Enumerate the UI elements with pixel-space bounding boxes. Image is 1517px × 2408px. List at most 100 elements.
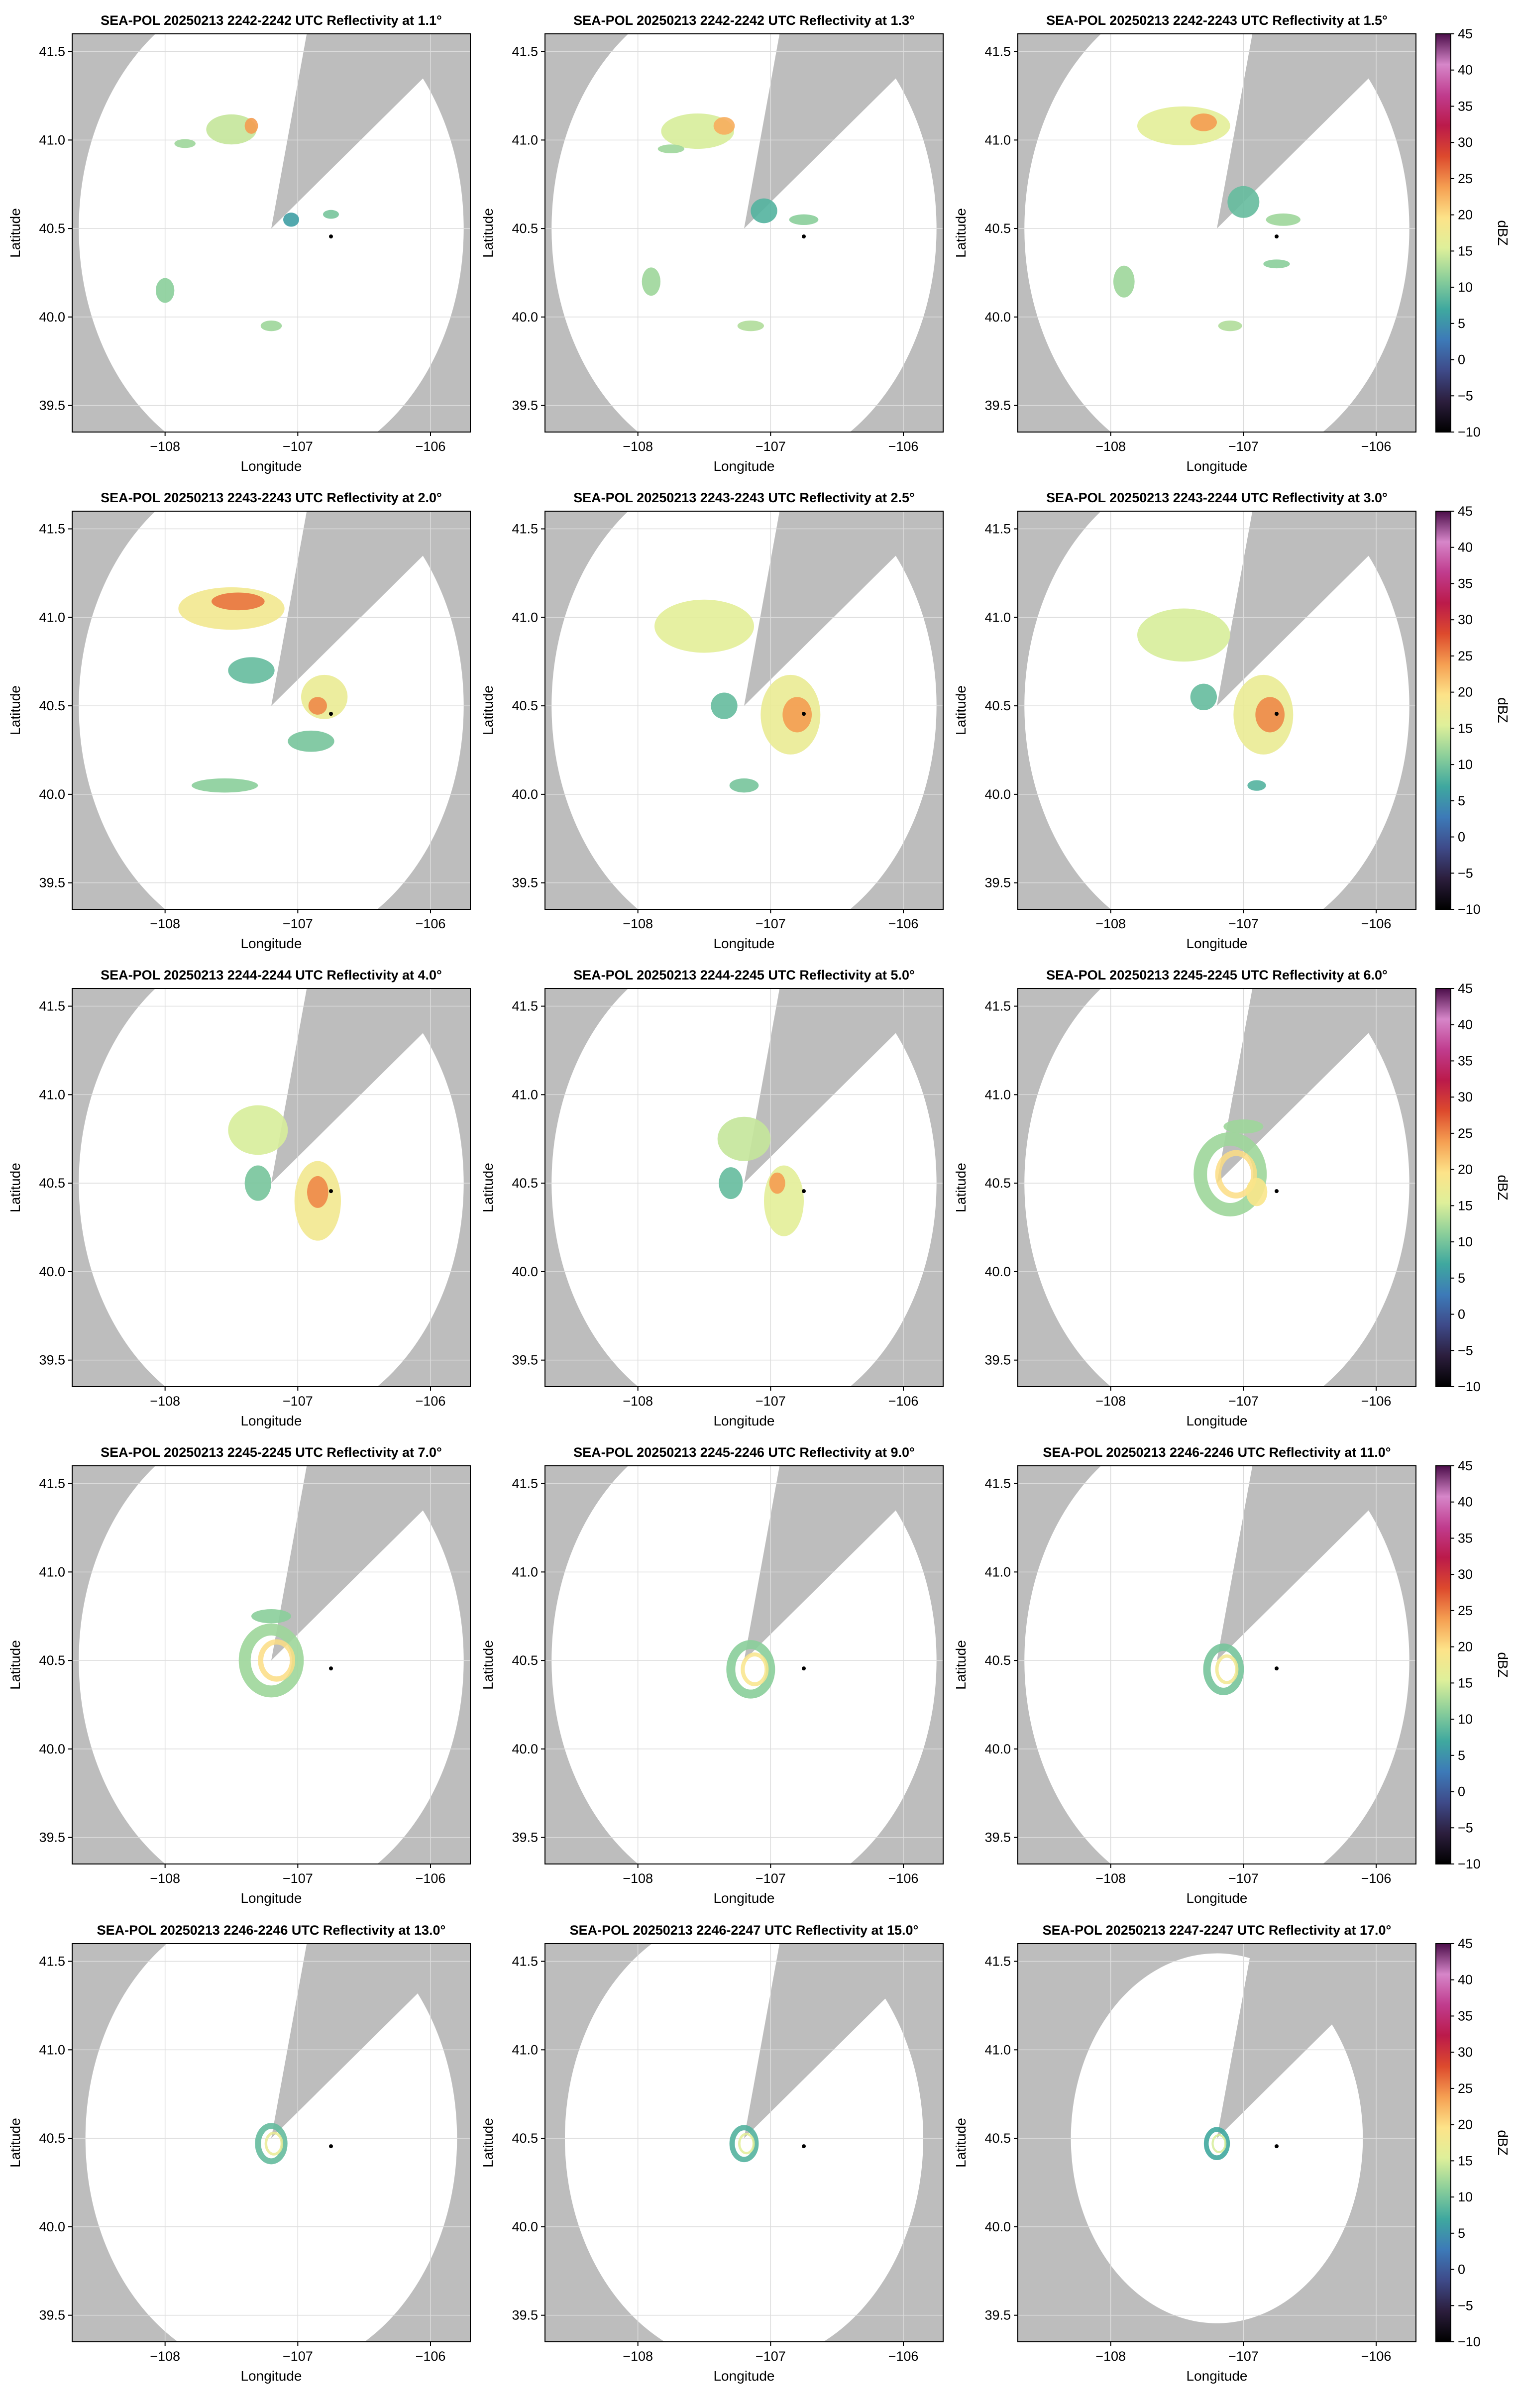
colorbar-tick-label: 45 bbox=[1458, 504, 1473, 519]
y-tick-label: 39.5 bbox=[512, 1353, 538, 1368]
colorbar-tick-label: 35 bbox=[1458, 1053, 1473, 1068]
radar-coverage-area bbox=[85, 1944, 457, 2342]
y-tick-label: 39.5 bbox=[39, 1353, 65, 1368]
x-tick-label: −106 bbox=[888, 916, 919, 931]
y-axis-label: Latitude bbox=[7, 1640, 23, 1690]
colorbar-2: −10 −5 0 5 10 15 20 25 30 35 40 45 dBZ bbox=[1435, 504, 1511, 917]
x-tick-label: −106 bbox=[416, 439, 446, 454]
radar-coverage-area bbox=[1024, 34, 1409, 432]
x-tick-label: −107 bbox=[756, 2349, 786, 2364]
panel-title: SEA-POL 20250213 2243-2244 UTC Reflectiv… bbox=[1046, 490, 1388, 505]
echo-4 bbox=[711, 692, 738, 719]
y-tick-label: 39.5 bbox=[512, 876, 538, 890]
colorbar-tick-label: 45 bbox=[1458, 981, 1473, 996]
y-tick-label: 41.5 bbox=[984, 1954, 1011, 1969]
echo-1 bbox=[1193, 1132, 1267, 1216]
echo-3 bbox=[228, 657, 275, 684]
site-marker bbox=[802, 1189, 806, 1194]
x-tick-label: −108 bbox=[623, 1394, 653, 1409]
colorbar-tick-label: 15 bbox=[1458, 2153, 1473, 2168]
panel-title: SEA-POL 20250213 2246-2246 UTC Reflectiv… bbox=[97, 1923, 446, 1938]
y-tick-label: 41.5 bbox=[984, 999, 1011, 1014]
echo-1 bbox=[238, 1623, 304, 1698]
y-tick-label: 41.0 bbox=[512, 1087, 538, 1102]
radar-coverage-area bbox=[1024, 988, 1409, 1387]
echo-core-1 bbox=[738, 2133, 755, 2155]
x-tick-label: −106 bbox=[888, 1394, 919, 1409]
site-marker bbox=[802, 2144, 806, 2149]
x-tick-label: −107 bbox=[1228, 2349, 1259, 2364]
y-tick-label: 40.5 bbox=[39, 2131, 65, 2146]
x-tick-label: −107 bbox=[283, 1394, 313, 1409]
echo-3 bbox=[1223, 1119, 1264, 1134]
panel-title: SEA-POL 20250213 2246-2246 UTC Reflectiv… bbox=[1043, 1445, 1391, 1460]
x-axis-label: Longitude bbox=[1186, 1413, 1247, 1428]
y-tick-label: 41.5 bbox=[512, 999, 538, 1014]
x-axis-label: Longitude bbox=[240, 2368, 302, 2384]
x-tick-label: −108 bbox=[623, 916, 653, 931]
y-tick-label: 39.5 bbox=[512, 2308, 538, 2323]
site-marker bbox=[329, 1189, 333, 1194]
echo-1 bbox=[1203, 2127, 1230, 2161]
echo-1 bbox=[228, 1105, 288, 1155]
colorbar-tick-label: 15 bbox=[1458, 243, 1473, 258]
echo-3 bbox=[769, 1172, 785, 1194]
panel-title: SEA-POL 20250213 2245-2245 UTC Reflectiv… bbox=[1046, 968, 1388, 983]
x-tick-label: −107 bbox=[1228, 1394, 1259, 1409]
radar-panel-14: −108 −107 −106 39.5 40.0 40.5 41.0 41.5 Longitud… bbox=[480, 1923, 944, 2384]
y-tick-label: 41.0 bbox=[39, 1087, 65, 1102]
colorbar-scale bbox=[1435, 1943, 1451, 2342]
y-axis-label: Latitude bbox=[480, 2118, 496, 2168]
y-tick-label: 40.5 bbox=[512, 698, 538, 713]
echo-5 bbox=[1247, 780, 1266, 791]
radar-panel-3: −108 −107 −106 39.5 40.0 40.5 41.0 41.5 Longitud… bbox=[953, 13, 1416, 474]
y-tick-label: 41.0 bbox=[39, 1564, 65, 1579]
y-tick-label: 40.0 bbox=[984, 1742, 1011, 1756]
x-axis-label: Longitude bbox=[240, 458, 302, 474]
y-axis-label: Latitude bbox=[480, 208, 496, 258]
echo-3 bbox=[782, 697, 812, 733]
x-tick-label: −106 bbox=[888, 1871, 919, 1886]
y-tick-label: 41.5 bbox=[39, 1476, 65, 1491]
y-tick-label: 40.0 bbox=[512, 1742, 538, 1756]
radar-panel-6: −108 −107 −106 39.5 40.0 40.5 41.0 41.5 Longitud… bbox=[953, 490, 1416, 951]
y-tick-label: 40.0 bbox=[512, 2219, 538, 2234]
radar-panel-12: −108 −107 −106 39.5 40.0 40.5 41.0 41.5 Longitud… bbox=[953, 1445, 1416, 1906]
echo-3 bbox=[657, 144, 685, 153]
x-tick-label: −106 bbox=[1361, 439, 1392, 454]
colorbar-tick-label: 10 bbox=[1458, 1234, 1473, 1249]
panel-title: SEA-POL 20250213 2242-2243 UTC Reflectiv… bbox=[1046, 13, 1388, 28]
panel-title: SEA-POL 20250213 2245-2245 UTC Reflectiv… bbox=[101, 1445, 442, 1460]
colorbar-tick-label: −5 bbox=[1458, 2298, 1473, 2313]
colorbar-tick-label: 20 bbox=[1458, 208, 1473, 222]
radar-coverage-area bbox=[79, 1466, 464, 1864]
y-tick-label: 40.5 bbox=[39, 698, 65, 713]
echo-7 bbox=[1218, 321, 1242, 331]
x-tick-label: −108 bbox=[1095, 439, 1126, 454]
x-tick-label: −107 bbox=[756, 439, 786, 454]
echo-3 bbox=[307, 1176, 328, 1208]
y-tick-label: 40.5 bbox=[512, 221, 538, 236]
colorbar-label: dBZ bbox=[1495, 1175, 1511, 1200]
site-marker bbox=[1275, 1189, 1279, 1194]
echo-2 bbox=[764, 1165, 804, 1236]
echo-7 bbox=[192, 778, 258, 793]
echo-1 bbox=[654, 599, 754, 653]
y-tick-label: 40.0 bbox=[984, 1264, 1011, 1279]
x-tick-label: −106 bbox=[888, 2349, 919, 2364]
y-tick-label: 40.0 bbox=[512, 787, 538, 802]
colorbar-tick-label: 10 bbox=[1458, 2189, 1473, 2204]
colorbar-label: dBZ bbox=[1495, 2130, 1511, 2155]
y-tick-label: 41.5 bbox=[984, 522, 1011, 537]
colorbar-tick-label: 20 bbox=[1458, 1162, 1473, 1177]
x-tick-label: −106 bbox=[416, 2349, 446, 2364]
radar-panel-5: −108 −107 −106 39.5 40.0 40.5 41.0 41.5 Longitud… bbox=[480, 490, 944, 951]
colorbar-tick-label: 40 bbox=[1458, 1495, 1473, 1510]
axes-frame bbox=[1017, 1943, 1416, 2342]
y-axis-label: Latitude bbox=[7, 685, 23, 735]
y-tick-label: 40.5 bbox=[984, 2131, 1011, 2146]
y-tick-label: 41.5 bbox=[39, 1954, 65, 1969]
y-tick-label: 41.5 bbox=[39, 522, 65, 537]
x-axis-label: Longitude bbox=[713, 1890, 774, 1906]
echo-core-1 bbox=[1211, 2134, 1227, 2153]
